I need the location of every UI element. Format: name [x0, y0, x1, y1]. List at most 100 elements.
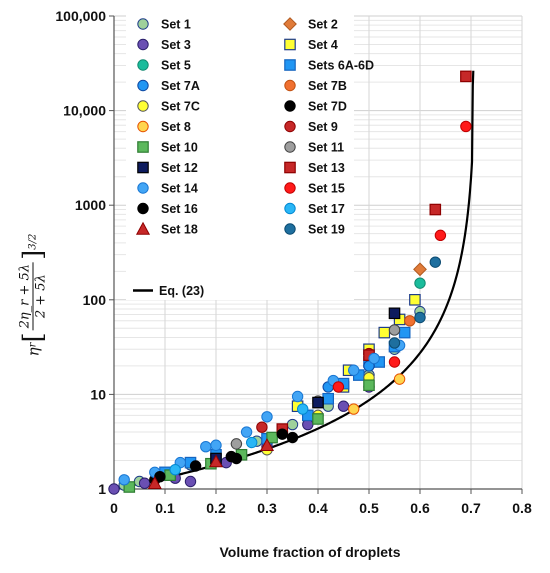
data-point-sets-6a-6d: [322, 392, 334, 405]
data-point-set-17: [169, 463, 181, 476]
data-point-set-11: [230, 438, 243, 450]
x-tick-label: 0.7: [461, 500, 481, 516]
y-tick-label: 100,000: [55, 8, 106, 24]
data-point-set-11: [388, 324, 401, 336]
data-point-set-19: [414, 311, 426, 324]
legend-label-set-17: Set 17: [308, 202, 345, 216]
data-point-set-14: [240, 426, 253, 438]
legend-label-eq-23-: Eq. (23): [159, 284, 204, 298]
legend-swatch-set-4: [284, 38, 296, 51]
y-label-exponent: 3/2: [27, 233, 39, 250]
legend-label-set-11: Set 11: [308, 141, 344, 155]
legend-label-set-5: Set 5: [161, 59, 191, 73]
data-point-set-15: [460, 120, 472, 133]
data-point-set-14: [291, 390, 304, 403]
x-tick-label: 0.6: [410, 500, 430, 516]
legend-swatch-set-7d: [284, 100, 296, 112]
legend-swatch-set-7b: [284, 79, 296, 92]
data-point-set-16: [276, 428, 288, 440]
data-point-set-7d: [189, 460, 202, 472]
x-tick-label: 0.4: [308, 500, 328, 516]
data-point-set-5: [414, 277, 426, 289]
data-point-set-7b: [404, 315, 416, 327]
data-point-set-15: [434, 229, 447, 242]
y-label-subscript: r: [27, 342, 39, 348]
legend-swatch-set-10: [137, 141, 149, 153]
legend-label-set-13: Set 13: [308, 161, 345, 175]
legend-swatch-set-17: [284, 202, 296, 215]
y-label-symbol: η: [24, 347, 42, 357]
x-tick-label: 0: [110, 500, 118, 516]
legend-swatch-sets-6a-6d: [284, 59, 296, 71]
legend-background: [126, 8, 354, 300]
x-tick-label: 0.8: [512, 500, 532, 516]
data-point-set-19: [429, 256, 441, 268]
data-point-set-15: [332, 381, 345, 393]
legend-swatch-set-3: [137, 38, 149, 51]
legend-label-set-8: Set 8: [161, 120, 191, 134]
y-tick-label: 10: [90, 386, 106, 402]
axes: 0 0.1 0.2 0.3 0.4 0.5 0.6 0.7 0.8 1 10 100 1000 10,00…: [55, 8, 532, 516]
legend-swatch-set-16: [137, 202, 149, 215]
data-points-layer: [108, 70, 472, 495]
data-point-set-8: [348, 403, 360, 415]
data-point-set-13: [429, 203, 442, 216]
x-tick-label: 0.1: [155, 500, 175, 516]
data-point-set-8: [393, 373, 406, 385]
data-point-set-19: [388, 337, 401, 349]
data-point-set-14: [348, 364, 360, 376]
data-point-set-10: [363, 379, 375, 392]
data-point-set-14: [118, 474, 130, 486]
legend-swatch-set-11: [284, 141, 296, 153]
data-point-set-12: [388, 307, 401, 320]
legend-label-set-1: Set 1: [161, 18, 191, 32]
legend-label-set-9: Set 9: [308, 120, 338, 134]
data-point-set-1: [286, 418, 299, 431]
legend-swatch-set-14: [137, 182, 149, 194]
data-point-set-17: [246, 436, 258, 449]
data-point-set-3: [108, 483, 120, 495]
data-point-set-15: [388, 356, 401, 368]
legend-swatch-set-12: [137, 161, 149, 174]
legend-label-set-16: Set 16: [161, 202, 198, 216]
data-point-set-14: [200, 440, 212, 453]
data-point-set-16: [230, 452, 243, 465]
legend-swatch-set-7a: [137, 79, 149, 92]
data-point-set-14: [261, 411, 273, 423]
legend-label-set-7a: Set 7A: [161, 79, 200, 93]
legend-label-set-7b: Set 7B: [308, 79, 347, 93]
data-point-set-10: [266, 431, 278, 444]
legend-swatch-set-1: [137, 18, 149, 30]
legend-label-set-7d: Set 7D: [308, 100, 347, 114]
legend-swatch-set-7c: [137, 100, 149, 112]
y-tick-label: 1: [98, 481, 106, 497]
legend-label-set-3: Set 3: [161, 38, 191, 52]
legend-swatch-set-9: [284, 120, 296, 133]
legend-label-set-10: Set 10: [161, 141, 198, 155]
data-point-set-18: [147, 476, 162, 489]
data-point-set-3: [184, 475, 197, 488]
legend-label-set-7c: Set 7C: [161, 100, 200, 114]
data-point-set-4: [409, 294, 421, 306]
data-point-set-9: [256, 421, 268, 433]
legend-swatch-set-15: [284, 182, 296, 194]
x-tick-label: 0.3: [257, 500, 277, 516]
data-point-set-12: [312, 396, 324, 409]
data-point-set-18: [259, 438, 275, 451]
data-point-sets-6a-6d: [398, 326, 411, 339]
data-point-set-10: [312, 413, 324, 425]
data-point-set-3: [138, 477, 151, 489]
y-tick-label: 100: [83, 292, 107, 308]
legend-label-sets-6a-6d: Sets 6A-6D: [308, 59, 374, 73]
data-point-set-2: [413, 262, 427, 277]
y-label-numerator: 2η_r + 5λ: [17, 261, 34, 331]
data-point-set-14: [210, 439, 222, 451]
y-tick-label: 1000: [75, 197, 106, 213]
x-axis-label: Volume fraction of droplets: [220, 544, 401, 560]
legend-label-set-2: Set 2: [308, 18, 338, 32]
data-point-set-4: [378, 326, 391, 339]
data-point-set-13: [460, 70, 472, 83]
legend-swatch-set-2: [283, 17, 297, 31]
